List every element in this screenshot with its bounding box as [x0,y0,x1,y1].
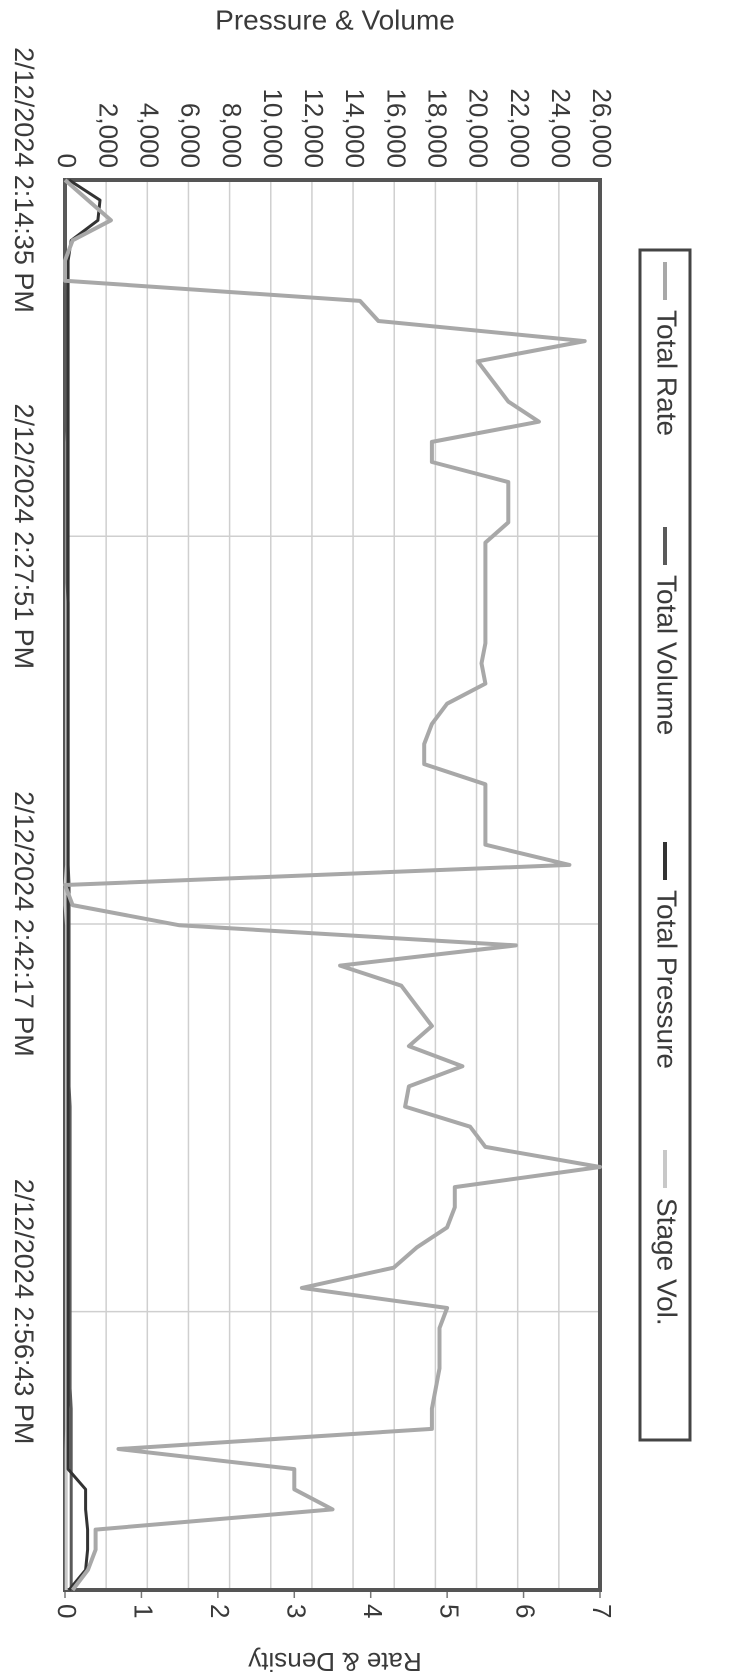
y-tick-label: 4,000 [134,103,164,168]
y-tick-label: 20,000 [464,88,494,168]
y-tick-label: 24,000 [546,88,576,168]
x-tick-label: 2/12/2024 2:14:35 PM [9,47,39,313]
y-tick-label: 26,000 [587,88,617,168]
y-tick-label: 16,000 [381,88,411,168]
y-tick-label: 0 [52,154,82,168]
y-tick-label: 22,000 [505,88,535,168]
y2-tick-label: 2 [205,1604,235,1618]
y-tick-label: 18,000 [423,88,453,168]
y-tick-label: 8,000 [217,103,247,168]
legend-label: Total Volume [652,575,683,735]
rotated-chart: Pressure & Volume Rate & Density 2/12/20… [9,4,692,1677]
y-axis-title: Pressure & Volume [215,4,455,35]
y2-tick-label: 6 [511,1604,541,1618]
y2-tick-label: 0 [52,1604,82,1618]
y2-tick-label: 5 [434,1604,464,1618]
y2-tick-label: 1 [129,1604,159,1618]
y-tick-label: 2,000 [93,103,123,168]
legend-label: Stage Vol. [652,1198,683,1326]
y2-tick-label: 3 [281,1604,311,1618]
y2-axis-title: Rate & Density [248,1647,421,1677]
x-tick-label: 2/12/2024 2:56:43 PM [9,1179,39,1445]
y-tick-label: 10,000 [258,88,288,168]
series-line [63,178,602,1592]
legend-label: Total Rate [652,310,683,436]
x-tick-label: 2/12/2024 2:27:51 PM [9,403,39,669]
y-tick-label: 6,000 [176,103,206,168]
y2-tick-label: 7 [587,1604,617,1618]
y-tick-label: 12,000 [299,88,329,168]
y-tick-label: 14,000 [340,88,370,168]
y2-tick-label: 4 [358,1604,388,1618]
legend-label: Total Pressure [652,890,683,1069]
x-tick-label: 2/12/2024 2:42:17 PM [9,791,39,1057]
